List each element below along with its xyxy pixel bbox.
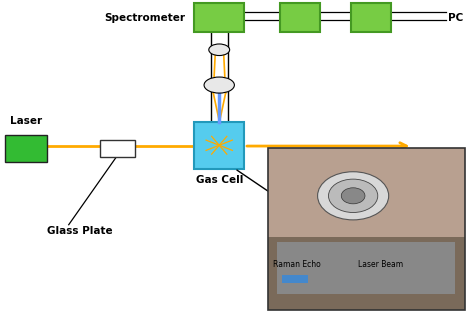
Bar (268, 148, 465, 237)
Bar (351, 3, 391, 32)
Bar (194, 122, 244, 169)
Text: Laser Beam: Laser Beam (358, 260, 403, 269)
Bar (280, 3, 320, 32)
Circle shape (318, 172, 389, 220)
Text: Laser: Laser (10, 116, 42, 126)
Bar (277, 242, 455, 294)
Text: PC: PC (448, 13, 463, 23)
Ellipse shape (209, 44, 229, 56)
Bar (282, 275, 308, 283)
Bar (268, 237, 465, 310)
Bar (268, 148, 465, 310)
Text: Glass Plate: Glass Plate (47, 226, 113, 236)
Text: Raman Echo: Raman Echo (273, 260, 320, 269)
Circle shape (328, 179, 378, 213)
Ellipse shape (204, 77, 234, 93)
Bar (194, 3, 244, 32)
Circle shape (341, 188, 365, 204)
Text: Spectrometer: Spectrometer (104, 13, 185, 23)
Bar (100, 140, 135, 157)
Text: Gas Cell: Gas Cell (196, 175, 243, 185)
Bar (5, 135, 47, 162)
